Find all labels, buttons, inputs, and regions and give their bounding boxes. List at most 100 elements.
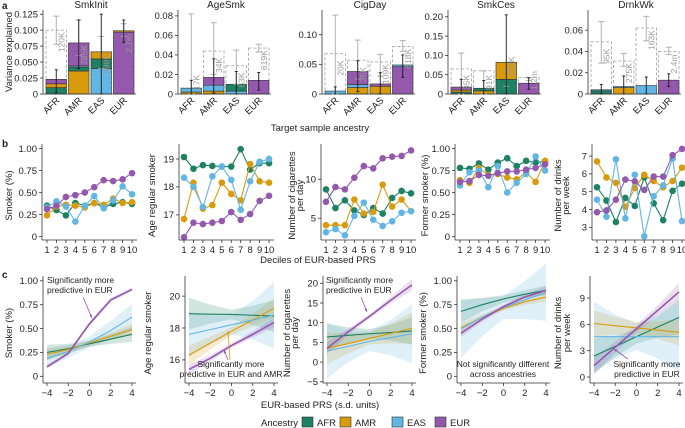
y-axis-label: per week [562,313,573,352]
data-point-afr [379,210,387,217]
data-point-eas [246,178,254,185]
x-tick-label: 2 [333,245,338,256]
data-point-afr [659,216,667,224]
data-point-afr [341,196,349,204]
y-tick-label: 0.25 [19,210,38,221]
y-tick-label: 6 [580,320,585,331]
bar-segment-amr [68,70,90,95]
category-label: AMR [197,95,220,118]
data-point-amr [640,171,648,179]
data-point-eas [678,217,685,225]
y-tick-label: 0.04 [155,50,174,61]
data-point-amr [669,177,676,185]
fit-line-amr [326,327,413,349]
y-tick-label: 15 [307,298,318,309]
y-axis-label: Former smoker (%) [418,292,429,374]
x-tick-label: 3 [200,245,205,256]
data-point-eur [503,168,511,175]
y-axis-label: Variance explained [4,12,15,92]
data-point-eur [119,176,126,183]
data-point-afr [631,202,639,210]
annotation-text: Significantly more [613,359,680,369]
y-tick-label: 0 [33,372,38,383]
confidence-band-eur [461,286,546,338]
data-point-eas [593,196,601,204]
fit-line-eas [326,333,413,352]
data-point-eur [100,176,107,184]
series-line-amr [326,183,412,226]
x-tick-label: −4 [184,388,195,399]
panel-c-3 [460,263,547,358]
y-tick-label: 0.025 [14,73,38,84]
data-point-eur [593,208,601,216]
x-tick-label: 9 [533,245,538,256]
series-line-afr [459,157,546,171]
data-point-amr [603,174,610,181]
annotation-arrow [223,349,229,361]
x-tick-label: 7 [101,245,106,256]
y-tick-label: 0.100 [14,25,38,36]
x-tick-label: 10 [264,245,275,256]
data-point-eur [72,191,79,199]
y-axis-label: Age regular smoker [143,292,154,375]
y-tick-label: 0.05 [299,60,318,71]
x-tick-label: 2 [467,245,472,256]
data-point-eur [190,219,197,226]
data-point-amr [678,164,685,171]
data-point-eur [43,205,51,213]
category-label: EAS [221,95,242,116]
x-tick-label: 2 [655,388,660,399]
data-point-eas [494,162,502,170]
series-line-afr [46,201,133,217]
category-label: AFR [176,95,197,116]
series-line-eur [46,172,133,210]
data-point-amr [360,210,368,217]
sample-size-label: 298K [102,54,112,74]
x-tick-label: 9 [399,245,404,256]
data-point-amr [90,199,98,207]
annotation-text: Significantly more [47,275,114,285]
data-point-amr [265,179,273,187]
y-tick-label: 17 [163,210,174,221]
y-tick-label: 10 [305,175,316,186]
data-point-afr [190,165,197,173]
data-point-eas [109,197,117,204]
y-tick-label: 7 [582,151,587,162]
category-label: EAS [365,95,386,116]
data-point-eur [218,217,226,225]
y-tick-label: −5 [307,377,318,388]
data-point-afr [622,194,629,202]
category-label: EUR [243,95,265,117]
data-point-afr [593,183,601,191]
x-tick-label: 5 [632,245,637,256]
x-tick-label: 7 [380,245,385,256]
x-tick-label: 2 [604,245,609,256]
panel-title: CigDay [354,0,387,11]
data-point-amr [246,160,254,168]
x-tick-label: 0 [634,388,639,399]
data-point-eur [640,186,648,194]
data-point-amr [119,199,126,207]
data-point-afr [485,166,492,173]
y-tick-label: 0.08 [155,11,174,22]
x-tick-label: 3 [613,245,618,256]
category-label: AMR [607,95,630,118]
data-point-amr [256,178,263,185]
y-tick-label: 0.10 [425,51,444,62]
panel-title: DrnkWk [618,0,655,11]
y-tick-label: 0 [33,89,38,100]
data-point-afr [351,207,358,214]
sample-size-label: 2.4m [669,55,679,74]
data-point-eas [388,218,396,225]
x-tick-label: 1 [181,245,186,256]
data-point-eas [360,199,368,206]
annotation-text: Significantly more [326,275,393,285]
data-point-eur [246,210,254,218]
data-point-amr [43,212,51,219]
category-label: EUR [653,95,675,117]
data-point-afr [532,159,539,166]
panel-title: SmkInit [74,0,108,11]
y-tick-label: 0.50 [19,188,38,199]
series-line-afr [183,147,270,171]
x-tick-label: 2 [250,388,255,399]
